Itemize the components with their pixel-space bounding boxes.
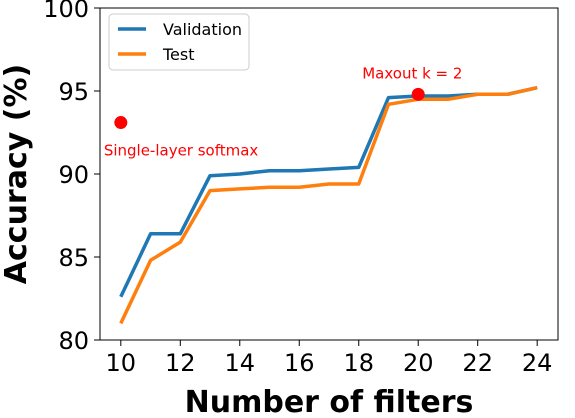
plot-frame <box>99 7 559 341</box>
x-tick-label: 12 <box>165 349 196 377</box>
x-axis-ticks: 10 12 14 16 18 20 22 24 <box>106 340 553 377</box>
point-annotation: Maxout k = 2 <box>362 64 462 82</box>
y-tick-label: 95 <box>58 78 89 106</box>
legend: Validation Test <box>108 13 250 71</box>
series-line-validation <box>119 85 538 298</box>
y-tick-label: 100 <box>43 0 89 23</box>
y-tick-label: 85 <box>58 244 89 272</box>
x-tick-label: 16 <box>284 349 315 377</box>
y-tick-label: 80 <box>58 327 89 355</box>
legend-entry-label: Test <box>162 45 195 64</box>
legend-entry-label: Validation <box>163 20 242 39</box>
highlight-point <box>114 116 128 130</box>
x-tick-label: 22 <box>462 349 493 377</box>
highlight-point <box>411 87 425 101</box>
x-tick-label: 10 <box>106 349 137 377</box>
x-tick-label: 20 <box>403 349 434 377</box>
x-tick-label: 14 <box>225 349 256 377</box>
series-layer <box>119 85 538 325</box>
series-line-test <box>119 85 538 325</box>
y-tick-label: 90 <box>58 161 89 189</box>
y-axis-label: Accuracy (%) <box>0 64 34 284</box>
point-annotation: Single-layer softmax <box>104 142 259 160</box>
highlight-points: Single-layer softmax Maxout k = 2 <box>104 64 463 159</box>
y-axis-ticks: 80 85 90 95 100 <box>43 0 100 355</box>
x-tick-label: 24 <box>522 349 553 377</box>
x-tick-label: 18 <box>343 349 374 377</box>
x-axis-label: Number of filters <box>185 385 474 418</box>
